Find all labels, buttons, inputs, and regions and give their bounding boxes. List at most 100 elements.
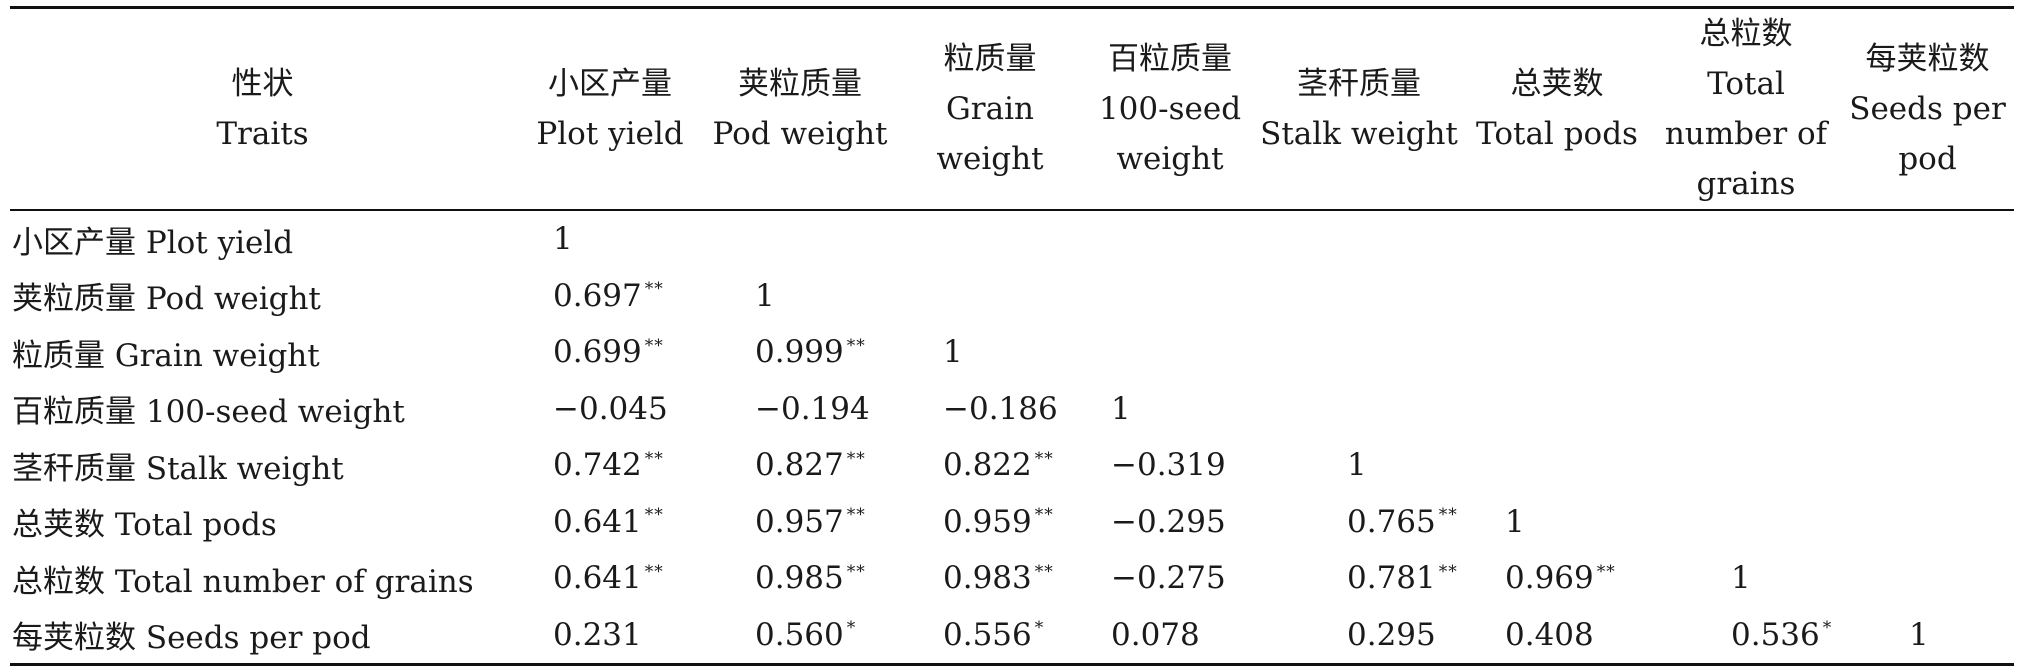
significance-mark: ** xyxy=(1438,505,1458,526)
table-cell: −0.319 xyxy=(1085,437,1255,494)
correlation-value: 0.781 xyxy=(1347,560,1436,597)
correlation-value: −0.275 xyxy=(1111,560,1226,597)
correlation-value: 0.641 xyxy=(553,560,642,597)
table-cell xyxy=(895,268,1085,325)
table-cell: 0.959 ** xyxy=(895,494,1085,551)
header-zh: 茎秆质量 xyxy=(1297,66,1421,102)
table-cell xyxy=(1255,381,1463,438)
significance-mark: ** xyxy=(644,505,664,526)
header-zh: 每荚粒数 xyxy=(1865,41,1990,77)
row-label: 百粒质量 100-seed weight xyxy=(12,394,405,431)
correlation-value: 1 xyxy=(553,221,573,258)
header-zh: 百粒质量 xyxy=(1108,41,1232,77)
significance-mark: ** xyxy=(846,335,866,356)
correlation-value: 1 xyxy=(943,334,963,371)
header-en: Total pods xyxy=(1476,116,1638,152)
significance-mark: ** xyxy=(1034,505,1054,526)
correlation-value: 0.699 xyxy=(553,334,642,371)
table-cell: 0.078 xyxy=(1085,607,1255,665)
table-row: 粒质量 Grain weight 0.699 ** 0.999 ** 1 xyxy=(10,324,2014,381)
header-col-pod-weight: 荚粒质量 Pod weight xyxy=(705,8,895,211)
significance-mark: ** xyxy=(1034,561,1054,582)
correlation-value: 0.827 xyxy=(755,447,844,484)
table-cell: 1 xyxy=(515,210,705,268)
table-cell: 1 xyxy=(1841,607,2014,665)
header-traits-en: Traits xyxy=(216,116,309,152)
table-cell: 0.969 ** xyxy=(1463,550,1651,607)
header-zh: 总粒数 xyxy=(1699,16,1793,52)
correlation-value: 0.957 xyxy=(755,503,844,540)
cell-content: 0.536 * xyxy=(1651,617,1832,653)
cell-content: −0.295 xyxy=(1085,504,1226,540)
cell-content: 0.985 ** xyxy=(705,560,866,596)
header-zh: 粒质量 xyxy=(943,41,1037,77)
row-label: 粒质量 Grain weight xyxy=(12,337,320,374)
correlation-value: 0.078 xyxy=(1111,616,1200,653)
significance-mark: ** xyxy=(846,505,866,526)
table-cell xyxy=(1651,210,1841,268)
table-cell xyxy=(1841,210,2014,268)
header-en: 100-seed weight xyxy=(1098,91,1242,177)
table-cell: 0.231 xyxy=(515,607,705,665)
table-cell: 0.697 ** xyxy=(515,268,705,325)
significance-mark: ** xyxy=(846,448,866,469)
cell-content: −0.275 xyxy=(1085,560,1226,596)
table-cell xyxy=(1651,381,1841,438)
table-cell xyxy=(1463,437,1651,494)
table-row: 荚粒质量 Pod weight 0.697 ** 1 xyxy=(10,268,2014,325)
correlation-value: 0.765 xyxy=(1347,503,1436,540)
cell-content: 1 xyxy=(1841,617,1929,653)
significance-mark: ** xyxy=(1034,448,1054,469)
table-cell xyxy=(1085,324,1255,381)
table-cell: 0.556 * xyxy=(895,607,1085,665)
header-col-total-pods: 总荚数 Total pods xyxy=(1463,8,1651,211)
table-cell xyxy=(1085,268,1255,325)
cell-content: 0.969 ** xyxy=(1463,560,1616,596)
cell-content: 0.641 ** xyxy=(515,560,664,596)
table-cell: 0.699 ** xyxy=(515,324,705,381)
cell-content: 0.408 xyxy=(1463,617,1594,653)
cell-content: 0.959 ** xyxy=(895,504,1054,540)
table-cell: 0.536 * xyxy=(1651,607,1841,665)
table-cell: 1 xyxy=(1255,437,1463,494)
cell-content: 0.827 ** xyxy=(705,447,866,483)
correlation-value: 0.556 xyxy=(943,616,1032,653)
cell-content: −0.194 xyxy=(705,391,870,427)
table-cell xyxy=(1841,268,2014,325)
correlation-value: 0.295 xyxy=(1347,616,1436,653)
correlation-value: 0.983 xyxy=(943,560,1032,597)
correlation-value: −0.194 xyxy=(755,390,870,427)
correlation-value: 0.999 xyxy=(755,334,844,371)
correlation-value: 0.822 xyxy=(943,447,1032,484)
cell-content: 0.781 ** xyxy=(1255,560,1458,596)
cell-content: 1 xyxy=(705,278,775,314)
table-row: 百粒质量 100-seed weight −0.045 −0.194 −0.186 1 xyxy=(10,381,2014,438)
header-en: Seeds per pod xyxy=(1849,91,2006,177)
table-cell: −0.275 xyxy=(1085,550,1255,607)
correlation-value: 0.560 xyxy=(755,616,844,653)
cell-content: 0.556 * xyxy=(895,617,1044,653)
correlation-value: 0.697 xyxy=(553,277,642,314)
table-cell: 0.822 ** xyxy=(895,437,1085,494)
significance-mark: ** xyxy=(644,561,664,582)
table-cell: 0.765 ** xyxy=(1255,494,1463,551)
cell-content: 0.765 ** xyxy=(1255,504,1458,540)
significance-mark: ** xyxy=(644,448,664,469)
correlation-value: 0.742 xyxy=(553,447,642,484)
cell-content: 0.231 xyxy=(515,617,642,653)
table-cell: 0.408 xyxy=(1463,607,1651,665)
table-cell xyxy=(1463,381,1651,438)
header-col-stalk-weight: 茎秆质量 Stalk weight xyxy=(1255,8,1463,211)
row-label: 总粒数 Total number of grains xyxy=(12,563,474,600)
cell-content: 0.822 ** xyxy=(895,447,1054,483)
significance-mark: ** xyxy=(1596,561,1616,582)
header-en: Plot yield xyxy=(536,116,684,152)
correlation-value: −0.295 xyxy=(1111,503,1226,540)
table-cell xyxy=(1255,268,1463,325)
table-cell: 0.641 ** xyxy=(515,550,705,607)
cell-content: 1 xyxy=(1651,560,1751,596)
table-cell: −0.186 xyxy=(895,381,1085,438)
page: 性状 Traits 小区产量 Plot yield 荚粒质量 Pod weigh… xyxy=(10,7,2014,665)
table-cell xyxy=(1463,210,1651,268)
table-cell xyxy=(1463,268,1651,325)
